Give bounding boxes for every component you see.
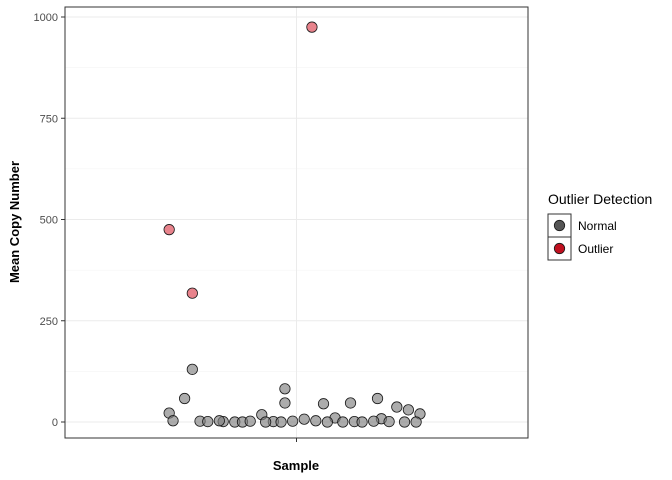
normal-point [371, 392, 384, 405]
normal-point [275, 416, 287, 428]
normal-point [344, 397, 357, 409]
normal-point [310, 415, 322, 427]
normal-point [213, 415, 225, 427]
y-tick-label: 500 [40, 215, 58, 227]
normal-point [317, 398, 330, 410]
normal-point [321, 416, 333, 428]
normal-point [167, 415, 179, 427]
normal-point [356, 416, 368, 428]
y-axis: 0 250 500 750 1000 [34, 12, 65, 429]
normal-point [179, 392, 191, 405]
y-tick-label: 250 [40, 316, 58, 328]
normal-point [202, 415, 214, 428]
normal-point [402, 404, 414, 416]
grid-lines [65, 7, 528, 438]
normal-point [186, 363, 198, 375]
data-points [163, 21, 426, 428]
normal-point [337, 416, 349, 428]
normal-point [279, 383, 291, 395]
legend-title: Outlier Detection [548, 191, 652, 207]
y-tick-label: 750 [40, 113, 58, 125]
outlier-point [163, 224, 175, 236]
normal-point [383, 415, 395, 428]
legend-marker [553, 242, 566, 255]
normal-point [368, 415, 380, 427]
legend: Outlier Detection Normal Outlier [547, 191, 652, 261]
legend-label: Outlier [578, 242, 613, 256]
legend-marker [553, 219, 566, 232]
y-axis-title: Mean Copy Number [7, 161, 22, 283]
normal-point [391, 401, 403, 413]
normal-point [260, 416, 272, 428]
normal-point [244, 415, 256, 427]
legend-label: Normal [578, 219, 617, 233]
normal-point [287, 415, 299, 427]
outlier-point [306, 21, 318, 33]
y-tick-label: 1000 [34, 12, 58, 24]
normal-point [410, 416, 422, 428]
y-tick-label: 0 [52, 417, 58, 429]
x-axis-title: Sample [273, 458, 319, 473]
normal-point [279, 397, 291, 409]
normal-point [298, 413, 310, 425]
outlier-point [186, 287, 198, 299]
normal-point [398, 416, 411, 428]
